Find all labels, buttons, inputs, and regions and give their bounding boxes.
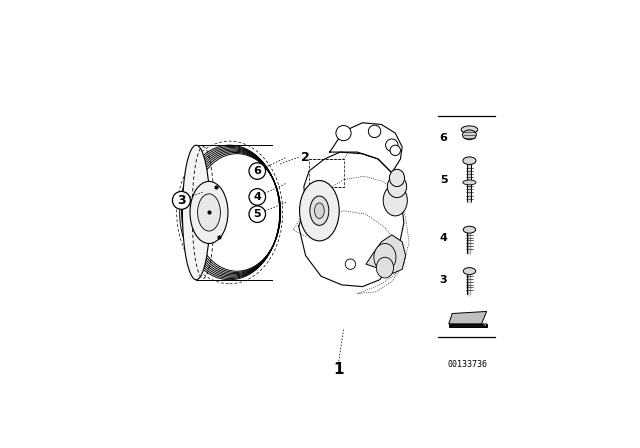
Text: 5: 5 [253, 209, 261, 219]
Ellipse shape [463, 157, 476, 164]
Circle shape [172, 191, 190, 209]
Ellipse shape [198, 194, 220, 231]
Circle shape [249, 163, 266, 179]
Text: 6: 6 [440, 133, 447, 143]
Circle shape [369, 125, 381, 138]
Ellipse shape [387, 176, 406, 198]
Polygon shape [449, 324, 486, 327]
Ellipse shape [182, 145, 210, 280]
Text: 2: 2 [301, 151, 310, 164]
Ellipse shape [383, 185, 407, 216]
Ellipse shape [463, 130, 476, 140]
Ellipse shape [374, 244, 396, 271]
Ellipse shape [463, 267, 476, 275]
Circle shape [336, 125, 351, 141]
Polygon shape [366, 235, 406, 275]
Ellipse shape [314, 203, 324, 219]
Ellipse shape [190, 181, 228, 244]
Polygon shape [481, 324, 486, 327]
Ellipse shape [461, 126, 477, 134]
Text: 4: 4 [440, 233, 447, 243]
Circle shape [249, 189, 266, 205]
Circle shape [390, 145, 401, 155]
Ellipse shape [389, 169, 404, 186]
Text: 3: 3 [440, 275, 447, 285]
Ellipse shape [463, 226, 476, 233]
Text: 1: 1 [333, 362, 344, 377]
Ellipse shape [310, 196, 329, 225]
Text: 6: 6 [253, 166, 261, 176]
Ellipse shape [376, 257, 394, 278]
Ellipse shape [463, 180, 476, 185]
Circle shape [249, 206, 266, 223]
Text: 5: 5 [440, 175, 447, 185]
Circle shape [345, 259, 356, 269]
Text: 00133736: 00133736 [448, 360, 488, 369]
Circle shape [386, 139, 398, 151]
Text: 3: 3 [177, 194, 186, 207]
Polygon shape [449, 311, 486, 324]
Text: 4: 4 [253, 192, 261, 202]
Ellipse shape [300, 181, 339, 241]
